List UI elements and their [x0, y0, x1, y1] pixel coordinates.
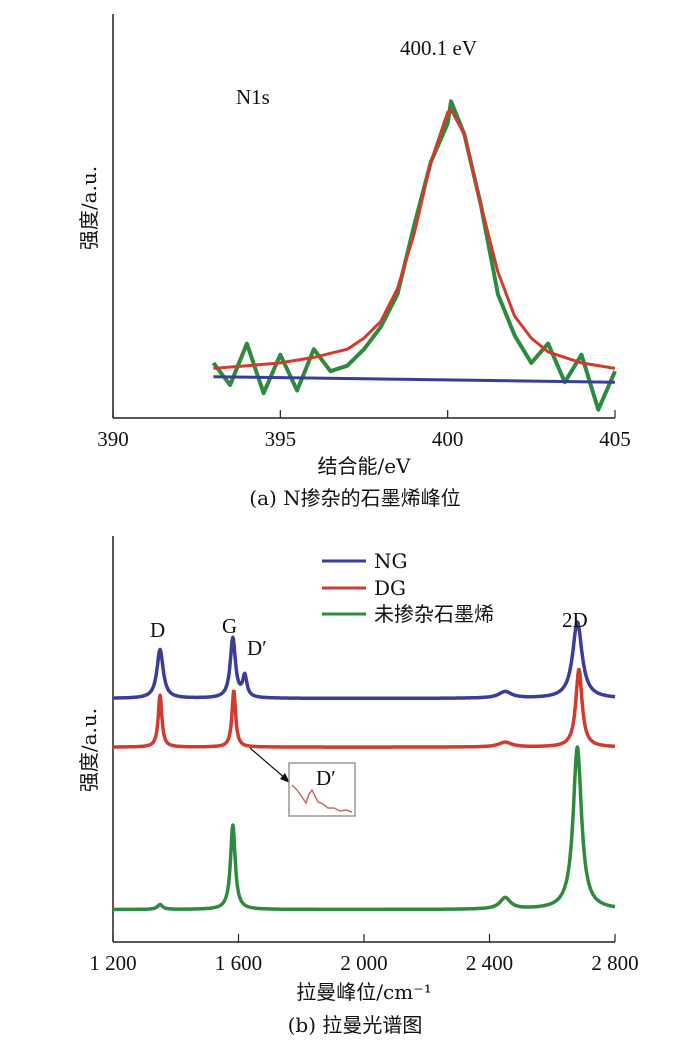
inset-arrow	[249, 747, 287, 780]
panel-a-series	[211, 99, 617, 412]
panel-b: 1 200 1 600 2 000 2 400 2 800 NG DG 未掺杂石墨烯 D…	[77, 536, 639, 1037]
inset-arrow-head	[280, 773, 290, 783]
inset-box	[288, 762, 356, 817]
panel-b-ylabel: 强度/a.u.	[77, 708, 101, 792]
panel-b-legend: NG DG 未掺杂石墨烯	[322, 549, 494, 626]
panel-b-tick-label: 2 400	[466, 951, 513, 975]
panel-a: 390 395 400 405 N1s 400.1 eV 强度/a.u. 结合能/eV…	[77, 14, 631, 510]
panel-b-tick-label: 1 600	[215, 951, 262, 975]
peak-label-g: G	[222, 614, 237, 638]
panel-b-series	[111, 620, 617, 912]
panel-a-tick-label: 405	[599, 427, 631, 451]
panel-b-tick-label: 2 800	[591, 951, 638, 975]
panel-a-annotation-n1s: N1s	[236, 85, 270, 109]
panel-b-xlabel: 拉曼峰位/cm⁻¹	[296, 980, 431, 1004]
inset-trace	[291, 784, 353, 813]
panel-b-tick-label: 1 200	[89, 951, 136, 975]
legend-label-dg: DG	[374, 576, 406, 600]
panel-a-xlabel: 结合能/eV	[317, 454, 411, 478]
panel-a-series-line-2	[213, 375, 616, 384]
inset-d-prime: D′	[249, 747, 356, 817]
panel-a-tick-label: 395	[265, 427, 297, 451]
panel-b-series-line-1	[111, 667, 617, 749]
panel-a-annotation-peak: 400.1 eV	[400, 36, 477, 60]
panel-a-series-line-1	[213, 108, 616, 370]
peak-label-d: D	[150, 618, 165, 642]
peak-label-2d: 2D	[562, 608, 588, 632]
inset-label: D′	[316, 766, 336, 790]
legend-label-undoped: 未掺杂石墨烯	[374, 602, 494, 626]
peak-label-d-prime: D′	[247, 636, 267, 660]
panel-b-series-line-0	[111, 620, 617, 701]
panel-a-x-ticks: 390 395 400 405	[97, 410, 631, 451]
panel-a-tick-label: 390	[97, 427, 129, 451]
panel-b-tick-label: 2 000	[340, 951, 387, 975]
panel-b-caption: (b) 拉曼光谱图	[288, 1013, 423, 1037]
panel-a-tick-label: 400	[432, 427, 464, 451]
panel-a-ylabel: 强度/a.u.	[77, 166, 101, 250]
panel-b-x-ticks: 1 200 1 600 2 000 2 400 2 800	[89, 934, 639, 975]
panel-b-series-line-2	[111, 745, 617, 912]
legend-label-ng: NG	[374, 549, 407, 573]
panel-a-caption: (a) N掺杂的石墨烯峰位	[249, 486, 460, 510]
